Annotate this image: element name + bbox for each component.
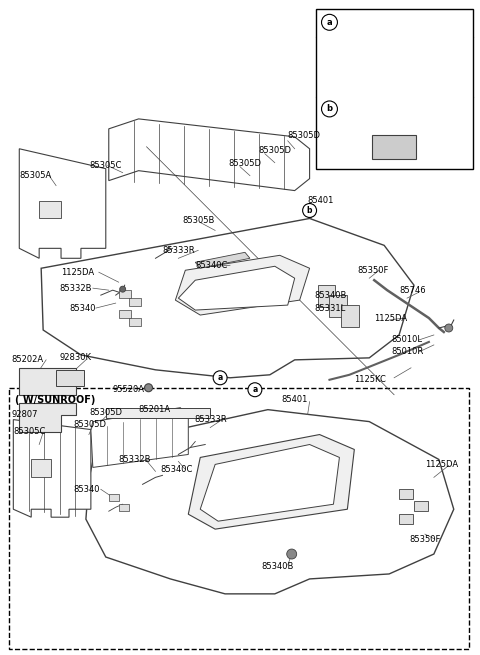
Bar [119, 310, 131, 318]
Text: 1125DA: 1125DA [61, 268, 94, 276]
Text: ( W/SUNROOF): ( W/SUNROOF) [15, 395, 96, 405]
Text: 85340C: 85340C [195, 261, 228, 270]
Bar [399, 489, 413, 499]
Text: 85340C: 85340C [160, 465, 193, 474]
Polygon shape [91, 407, 188, 468]
Text: b: b [307, 206, 312, 215]
Polygon shape [13, 420, 91, 517]
Text: 1229MA: 1229MA [363, 76, 406, 86]
Polygon shape [195, 252, 250, 269]
Polygon shape [372, 135, 416, 159]
Text: b: b [326, 104, 333, 113]
Text: 85340: 85340 [73, 485, 99, 494]
Text: 85235: 85235 [363, 49, 396, 59]
Text: 85333R: 85333R [194, 415, 227, 424]
Polygon shape [175, 255, 310, 315]
Bar [318, 285, 336, 307]
Polygon shape [179, 267, 295, 310]
Text: 85340B: 85340B [262, 563, 294, 571]
Bar [119, 290, 131, 298]
Polygon shape [19, 368, 76, 395]
Text: a: a [327, 18, 332, 27]
Polygon shape [200, 445, 339, 521]
Polygon shape [188, 434, 354, 529]
Circle shape [322, 14, 337, 30]
Bar [56, 370, 84, 386]
Circle shape [287, 549, 297, 559]
Text: 92800V: 92800V [346, 104, 385, 114]
Polygon shape [19, 149, 106, 258]
Text: 95520A: 95520A [113, 385, 145, 394]
Polygon shape [86, 409, 454, 594]
Text: a: a [217, 373, 223, 383]
Bar [329, 295, 348, 317]
Bar [414, 501, 428, 511]
Text: 92807: 92807 [12, 410, 38, 419]
Polygon shape [109, 119, 310, 191]
Text: 85305D: 85305D [228, 159, 261, 168]
Text: 85305B: 85305B [182, 216, 215, 225]
Circle shape [120, 286, 126, 292]
Text: 85332B: 85332B [59, 284, 92, 293]
Bar [109, 495, 119, 501]
Circle shape [248, 383, 262, 397]
Text: a: a [252, 385, 258, 394]
Text: 1125KC: 1125KC [354, 375, 386, 384]
Text: 85202A: 85202A [12, 356, 44, 364]
Polygon shape [19, 403, 76, 432]
Text: 85305A: 85305A [19, 171, 51, 180]
Circle shape [302, 204, 316, 217]
Circle shape [213, 371, 227, 384]
Text: 85401: 85401 [308, 196, 334, 205]
Text: 85333R: 85333R [162, 246, 195, 255]
Text: 85340: 85340 [69, 303, 96, 312]
Polygon shape [41, 219, 414, 378]
Bar [341, 305, 360, 327]
Text: 85350F: 85350F [357, 266, 389, 274]
Text: 85010R: 85010R [391, 347, 423, 356]
Bar [315, 9, 473, 169]
Bar [399, 514, 413, 524]
Text: 92830K: 92830K [59, 353, 91, 362]
Text: 85331L: 85331L [314, 303, 346, 312]
Polygon shape [106, 407, 210, 418]
Text: 85305D: 85305D [73, 420, 106, 429]
Circle shape [445, 324, 453, 332]
Text: 85350F: 85350F [409, 534, 440, 544]
Bar [129, 298, 141, 306]
Text: 85340B: 85340B [314, 291, 347, 299]
Polygon shape [31, 459, 51, 477]
Text: 85332B: 85332B [119, 455, 151, 464]
Text: 1125DA: 1125DA [374, 314, 408, 322]
Text: 85305C: 85305C [89, 161, 121, 170]
Text: 85201A: 85201A [139, 405, 171, 414]
Bar [129, 318, 141, 326]
Text: 85305D: 85305D [258, 146, 291, 155]
Circle shape [144, 384, 153, 392]
Polygon shape [39, 200, 61, 219]
Text: 85010L: 85010L [391, 335, 422, 345]
Text: 85305C: 85305C [13, 427, 46, 436]
Text: 85305D: 85305D [288, 131, 321, 140]
Text: 85305D: 85305D [89, 408, 122, 417]
Bar [9, 388, 468, 648]
Circle shape [322, 101, 337, 117]
Text: 1125DA: 1125DA [425, 460, 458, 469]
Text: 85746: 85746 [399, 286, 426, 295]
Text: 85401: 85401 [282, 395, 308, 404]
Bar [119, 504, 129, 511]
